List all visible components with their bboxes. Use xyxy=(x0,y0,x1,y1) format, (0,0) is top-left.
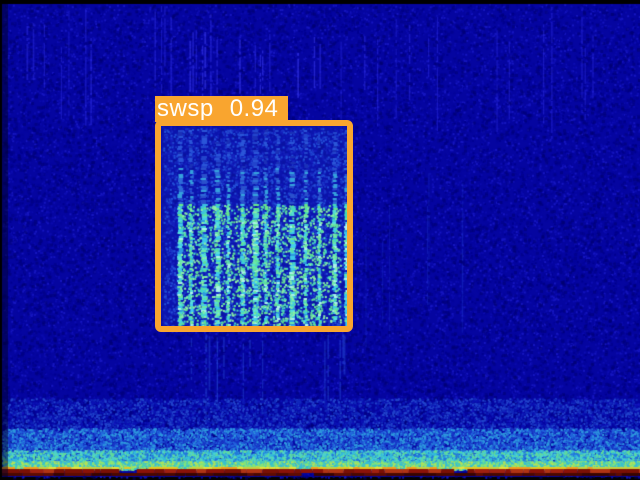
detection-label: swsp 0.94 xyxy=(155,95,289,122)
detection-confidence-text: 0.94 xyxy=(229,95,279,122)
detection-class-text: swsp xyxy=(157,95,214,122)
